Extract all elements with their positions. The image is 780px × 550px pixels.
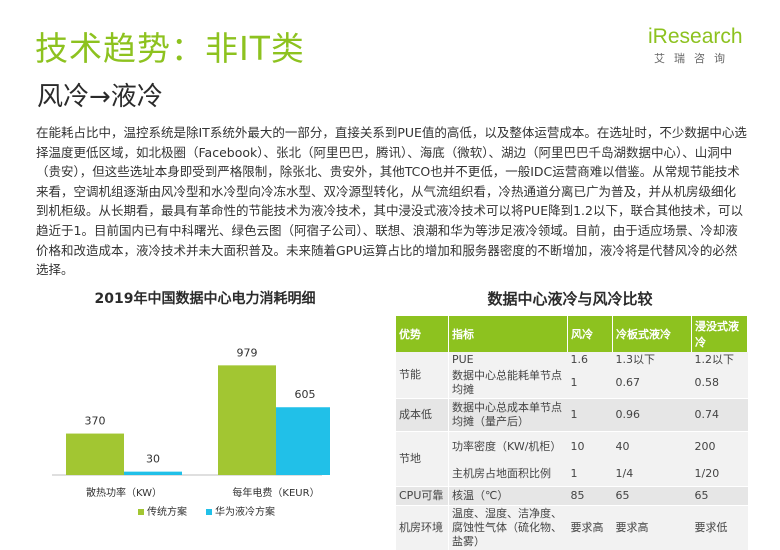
row-indicator: 数据中心总能耗单节点均摊 (449, 368, 568, 399)
row-plate: 0.67 (613, 368, 692, 399)
chart-title: 2019年中国数据中心电力消耗明细 (60, 288, 350, 308)
table-header-row: 优势 指标 风冷 冷板式液冷 浸没式液冷 (396, 316, 748, 352)
row-plate: 40 (613, 432, 692, 463)
bar (276, 407, 330, 475)
legend-label: 传统方案 (147, 505, 187, 518)
bar (218, 365, 276, 475)
row-air: 10 (568, 432, 613, 463)
bar (124, 472, 182, 475)
page-title: 技术趋势：非IT类 (35, 22, 305, 70)
row-air: 85 (568, 487, 613, 506)
bar-chart: 370 30 散热功率（KW） 979 605 每年电费（KEUR） 传统方案 华为液冷方案 (40, 310, 330, 535)
row-indicator: 主机房占地面积比例 (449, 462, 568, 487)
row-immersion: 65 (692, 487, 748, 506)
row-category: 机房环境 (396, 506, 449, 550)
row-plate: 1.3以下 (613, 352, 692, 368)
data-label: 30 (146, 453, 160, 466)
data-label: 370 (85, 415, 106, 428)
legend-swatch (138, 509, 144, 515)
row-plate: 65 (613, 487, 692, 506)
row-air: 1.6 (568, 352, 613, 368)
row-plate: 要求高 (613, 506, 692, 550)
row-category: 成本低 (396, 399, 449, 432)
iresearch-logo: iResearch 艾瑞咨询 (648, 26, 760, 66)
logo-cn-text: 艾瑞咨询 (648, 50, 760, 66)
row-immersion: 1/20 (692, 462, 748, 487)
data-label: 605 (295, 388, 316, 401)
legend-label: 华为液冷方案 (215, 505, 275, 518)
row-immersion: 要求低 (692, 506, 748, 550)
table-row: 机房环境 温度、湿度、洁净度、腐蚀性气体（硫化物、盐雾） 要求高 要求高 要求低 (396, 506, 748, 550)
table-title: 数据中心液冷与风冷比较 (395, 288, 745, 309)
page-subtitle: 风冷→液冷 (37, 76, 163, 113)
body-paragraph: 在能耗占比中，温控系统是除IT系统外最大的一部分，直接关系到PUE值的高低，以及… (36, 123, 748, 280)
row-immersion: 0.58 (692, 368, 748, 399)
row-indicator: 核温（℃） (449, 487, 568, 506)
row-indicator: 温度、湿度、洁净度、腐蚀性气体（硫化物、盐雾） (449, 506, 568, 550)
row-plate: 0.96 (613, 399, 692, 432)
comparison-table: 优势 指标 风冷 冷板式液冷 浸没式液冷 节能 PUE 1.6 1.3以下 1.… (396, 316, 748, 550)
data-label: 979 (237, 346, 258, 359)
table-row: 数据中心总能耗单节点均摊 1 0.67 0.58 (396, 368, 748, 399)
x-tick-label: 散热功率（KW） (86, 486, 162, 499)
header-plate-liquid: 冷板式液冷 (613, 316, 692, 352)
row-indicator: 功率密度（KW/机柜） (449, 432, 568, 463)
table-row: 成本低 数据中心总成本单节点均摊（量产后） 1 0.96 0.74 (396, 399, 748, 432)
header-air-cooling: 风冷 (568, 316, 613, 352)
row-category: 节能 (396, 352, 449, 399)
bar (66, 434, 124, 475)
row-immersion: 0.74 (692, 399, 748, 432)
header-indicator: 指标 (449, 316, 568, 352)
table-row: 节地 功率密度（KW/机柜） 10 40 200 (396, 432, 748, 463)
table-row: 节能 PUE 1.6 1.3以下 1.2以下 (396, 352, 748, 368)
row-air: 要求高 (568, 506, 613, 550)
table-row: CPU可靠 核温（℃） 85 65 65 (396, 487, 748, 506)
row-air: 1 (568, 462, 613, 487)
x-tick-label: 每年电费（KEUR） (232, 486, 319, 499)
header-immersion-liquid: 浸没式液冷 (692, 316, 748, 352)
row-immersion: 200 (692, 432, 748, 463)
row-category: 节地 (396, 432, 449, 487)
row-category: CPU可靠 (396, 487, 449, 506)
row-indicator: 数据中心总成本单节点均摊（量产后） (449, 399, 568, 432)
row-immersion: 1.2以下 (692, 352, 748, 368)
row-air: 1 (568, 368, 613, 399)
logo-text: iResearch (648, 26, 760, 48)
row-indicator: PUE (449, 352, 568, 368)
row-plate: 1/4 (613, 462, 692, 487)
row-air: 1 (568, 399, 613, 432)
header-advantage: 优势 (396, 316, 449, 352)
table-row: 主机房占地面积比例 1 1/4 1/20 (396, 462, 748, 487)
legend-swatch (206, 509, 212, 515)
